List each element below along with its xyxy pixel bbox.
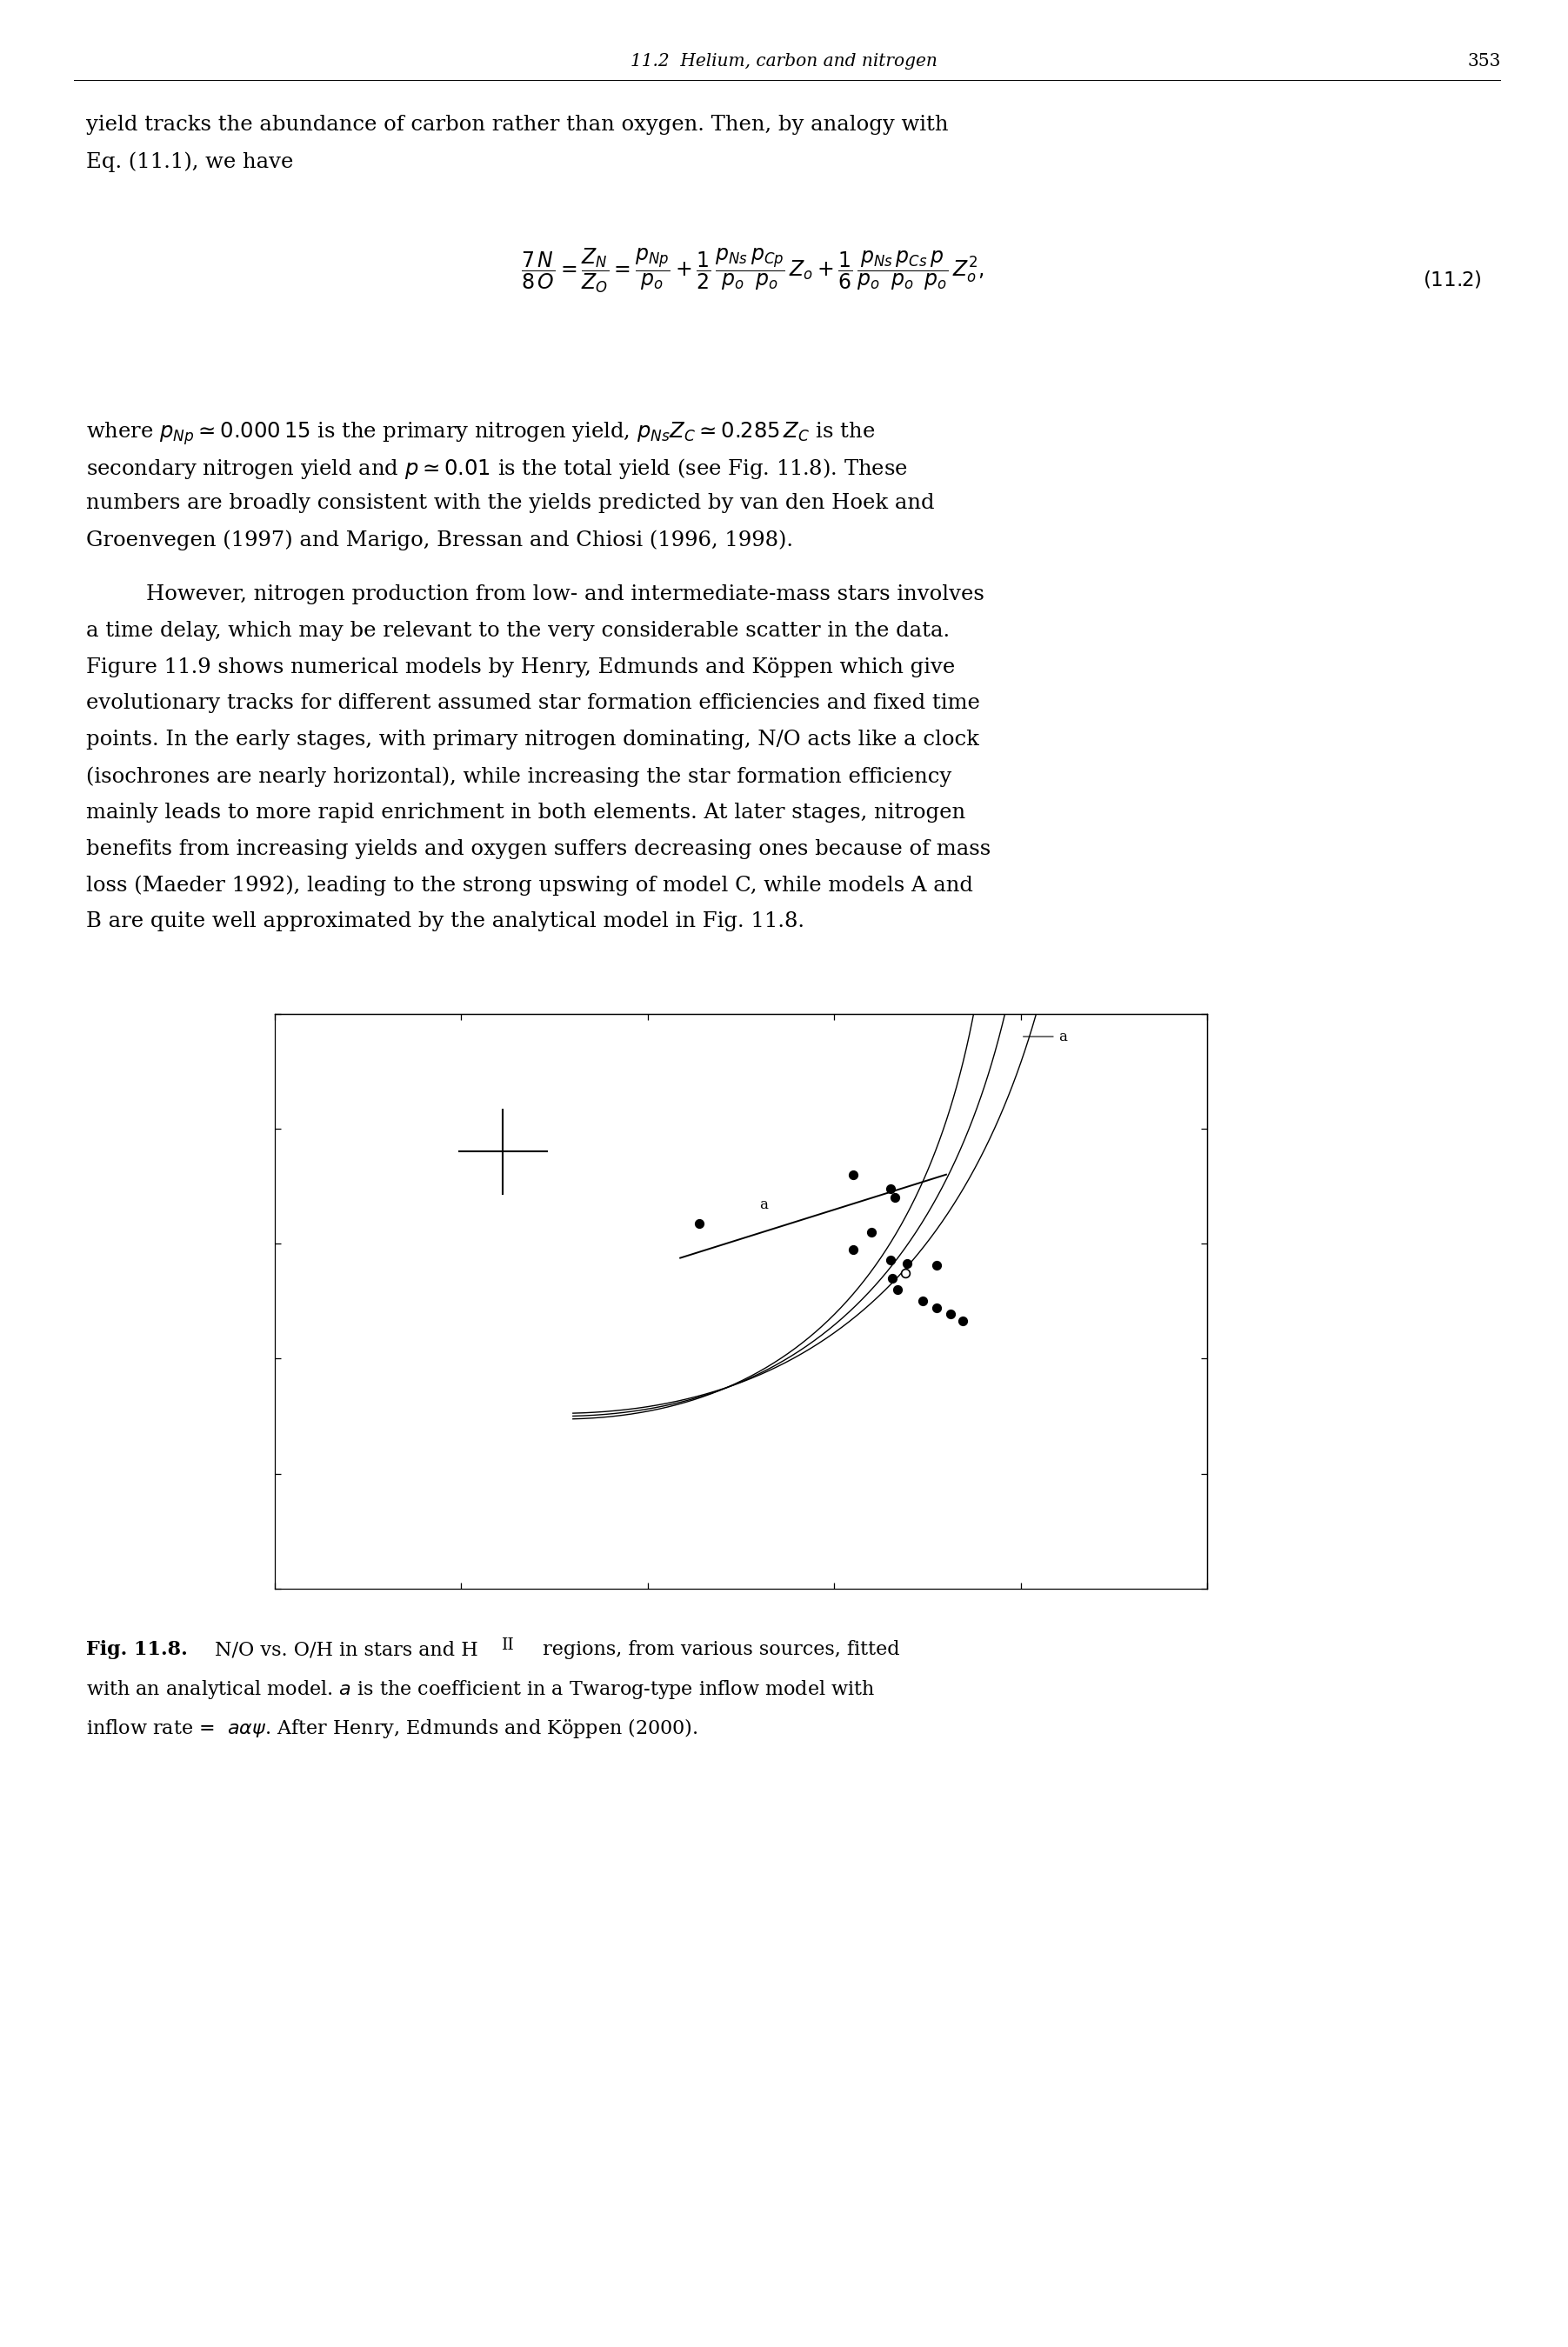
- Point: [883, 1178, 908, 1216]
- Text: II: II: [502, 1638, 514, 1655]
- Text: benefits from increasing yields and oxygen suffers decreasing ones because of ma: benefits from increasing yields and oxyg…: [86, 838, 991, 859]
- Text: $\dfrac{7\,N}{8\,O} = \dfrac{Z_N}{Z_O} = \dfrac{p_{Np}}{p_o} + \dfrac{1}{2}\,\df: $\dfrac{7\,N}{8\,O} = \dfrac{Z_N}{Z_O} =…: [521, 246, 985, 293]
- Text: with an analytical model. $a$ is the coefficient in a Twarog-type inflow model w: with an analytical model. $a$ is the coe…: [86, 1678, 875, 1702]
- Text: Fig. 11.8.: Fig. 11.8.: [86, 1641, 188, 1659]
- Point: [950, 1303, 975, 1340]
- Text: secondary nitrogen yield and $p \simeq 0.01$ is the total yield (see Fig. 11.8).: secondary nitrogen yield and $p \simeq 0…: [86, 458, 908, 481]
- Text: evolutionary tracks for different assumed star formation efficiencies and fixed : evolutionary tracks for different assume…: [86, 692, 980, 713]
- Text: B are quite well approximated by the analytical model in Fig. 11.8.: B are quite well approximated by the ana…: [86, 911, 804, 932]
- Text: mainly leads to more rapid enrichment in both elements. At later stages, nitroge: mainly leads to more rapid enrichment in…: [86, 803, 966, 821]
- Point: [840, 1155, 866, 1192]
- Point: [687, 1204, 712, 1242]
- Point: [859, 1213, 884, 1251]
- Text: Eq. (11.1), we have: Eq. (11.1), we have: [86, 150, 293, 171]
- Text: 353: 353: [1468, 52, 1501, 70]
- Text: inflow rate =  $a\alpha\psi$. After Henry, Edmunds and Köppen (2000).: inflow rate = $a\alpha\psi$. After Henry…: [86, 1716, 698, 1739]
- Text: $(11.2)$: $(11.2)$: [1424, 270, 1482, 291]
- Text: a: a: [759, 1197, 768, 1213]
- Point: [884, 1270, 909, 1307]
- Text: Groenvegen (1997) and Marigo, Bressan and Chiosi (1996, 1998).: Groenvegen (1997) and Marigo, Bressan an…: [86, 530, 793, 549]
- Text: yield tracks the abundance of carbon rather than oxygen. Then, by analogy with: yield tracks the abundance of carbon rat…: [86, 115, 949, 136]
- Text: regions, from various sources, fitted: regions, from various sources, fitted: [536, 1641, 900, 1659]
- Text: However, nitrogen production from low- and intermediate-mass stars involves: However, nitrogen production from low- a…: [146, 584, 985, 603]
- Text: loss (Maeder 1992), leading to the strong upswing of model C, while models A and: loss (Maeder 1992), leading to the stron…: [86, 875, 974, 897]
- Text: (isochrones are nearly horizontal), while increasing the star formation efficien: (isochrones are nearly horizontal), whil…: [86, 765, 952, 786]
- Text: N/O vs. O/H in stars and H: N/O vs. O/H in stars and H: [215, 1641, 481, 1659]
- Point: [840, 1230, 866, 1267]
- Text: a: a: [1024, 1030, 1066, 1044]
- Text: where $p_{Np} \simeq 0.000\,15$ is the primary nitrogen yield, $p_{Ns}Z_C \simeq: where $p_{Np} \simeq 0.000\,15$ is the p…: [86, 420, 875, 448]
- Point: [924, 1246, 949, 1284]
- Point: [880, 1260, 905, 1298]
- Text: points. In the early stages, with primary nitrogen dominating, N/O acts like a c: points. In the early stages, with primar…: [86, 730, 980, 749]
- Point: [924, 1289, 949, 1326]
- Text: a time delay, which may be relevant to the very considerable scatter in the data: a time delay, which may be relevant to t…: [86, 620, 950, 641]
- Text: numbers are broadly consistent with the yields predicted by van den Hoek and: numbers are broadly consistent with the …: [86, 493, 935, 514]
- Text: 11.2  Helium, carbon and nitrogen: 11.2 Helium, carbon and nitrogen: [630, 52, 938, 70]
- Point: [894, 1244, 919, 1281]
- Point: [938, 1296, 963, 1333]
- Point: [878, 1242, 903, 1279]
- Text: Figure 11.9 shows numerical models by Henry, Edmunds and Köppen which give: Figure 11.9 shows numerical models by He…: [86, 657, 955, 676]
- Point: [911, 1281, 936, 1319]
- Point: [878, 1171, 903, 1209]
- Point: [892, 1256, 917, 1293]
